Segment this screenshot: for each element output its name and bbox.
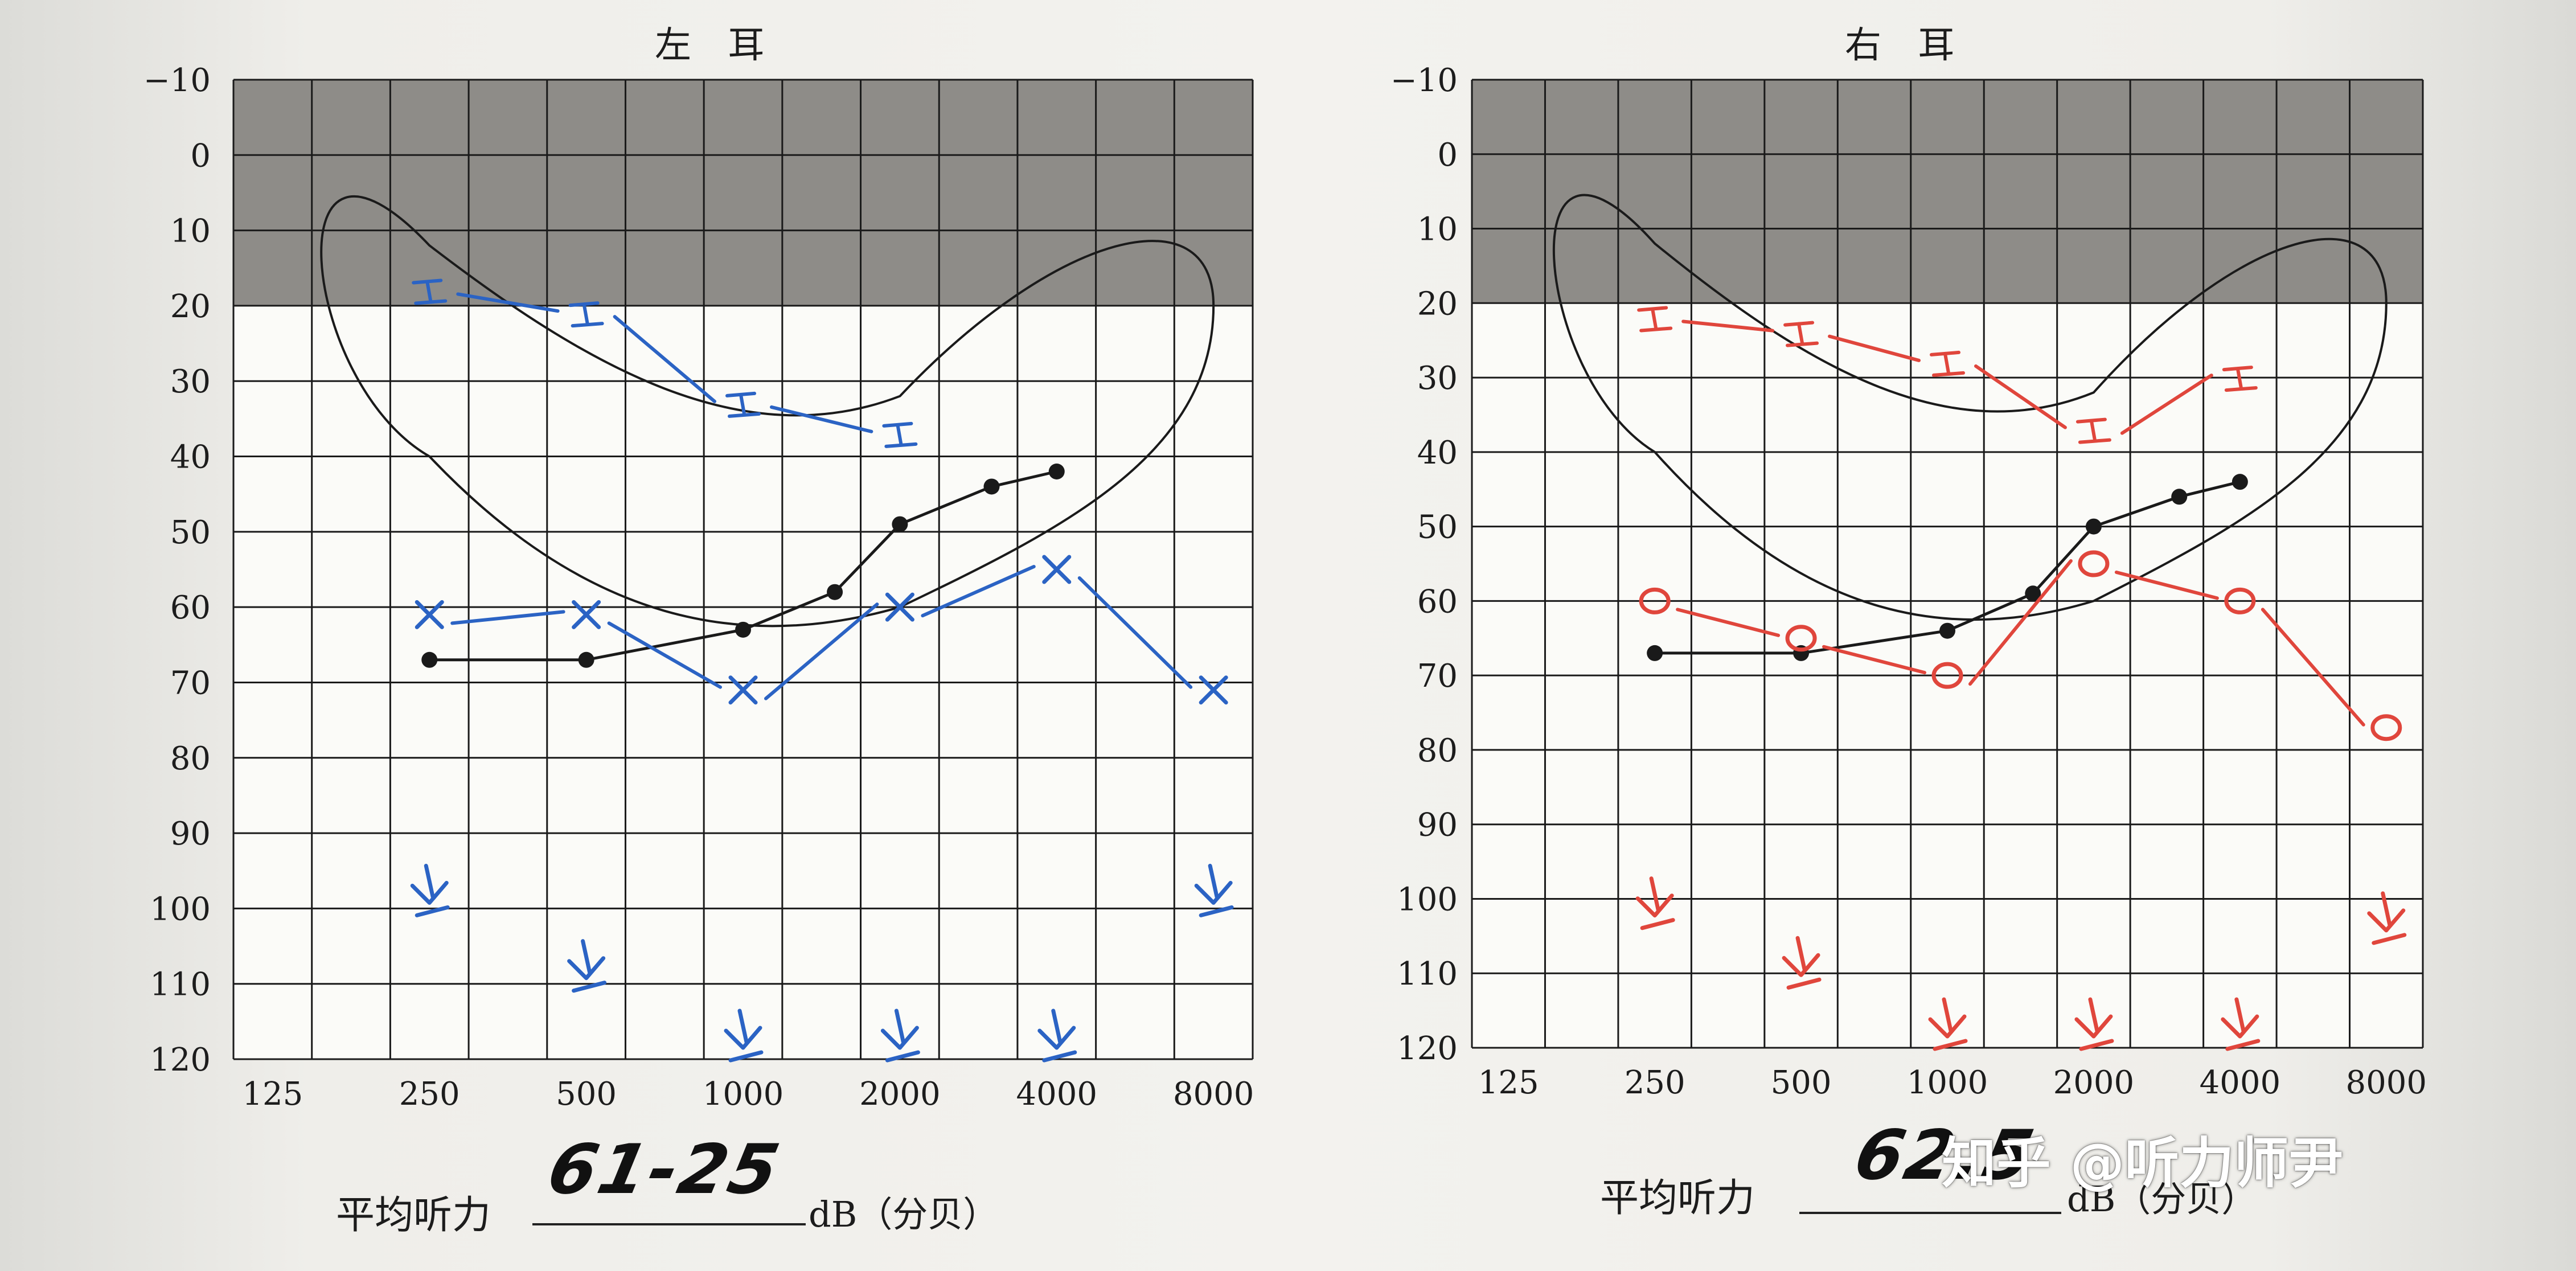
left-no-response-arrow	[1194, 863, 1234, 917]
left-dot-point	[892, 516, 908, 532]
left-dot-point	[735, 621, 751, 638]
left-bone-point	[882, 421, 918, 448]
left-y-tick-label: 110	[150, 966, 211, 1003]
left-no-response-arrow	[567, 939, 607, 993]
left-air-point	[1199, 675, 1228, 705]
left-x-tick-label: 8000	[1173, 1076, 1254, 1113]
left-no-response-arrow	[410, 863, 450, 917]
right-average-label: 平均听力	[1600, 1176, 1755, 1221]
left-air-link	[764, 602, 879, 700]
left-y-tick-label: 70	[170, 665, 211, 702]
left-x-tick-label: 2000	[859, 1076, 941, 1113]
left-bone-link	[456, 292, 560, 313]
left-ear-title: 左 耳	[655, 24, 777, 67]
left-speech-banana	[320, 195, 1215, 628]
left-air-point	[1042, 555, 1072, 584]
zhihu-watermark: 知乎 @听力师尹	[1942, 1131, 2344, 1195]
left-y-tick-label: 80	[170, 740, 211, 777]
left-x-tick-label: 500	[556, 1076, 617, 1113]
left-air-point	[885, 592, 914, 622]
left-y-tick-label: 40	[170, 439, 211, 476]
left-y-tick-label: −10	[143, 62, 211, 99]
left-normal-band	[233, 80, 1253, 306]
left-x-tick-label: 4000	[1016, 1076, 1098, 1113]
left-dot-point	[827, 584, 843, 600]
left-average-underline	[532, 1223, 806, 1225]
left-bone-point	[568, 301, 604, 328]
left-x-tick-label: 125	[242, 1076, 303, 1113]
left-bone-link	[613, 315, 716, 403]
left-dot-point	[421, 651, 438, 668]
left-average-label: 平均听力	[336, 1193, 491, 1238]
left-y-tick-label: 0	[190, 137, 211, 174]
left-average-value: 61-25	[541, 1130, 788, 1210]
left-y-tick-label: 20	[170, 288, 211, 325]
left-y-tick-label: 120	[150, 1042, 211, 1079]
left-no-response-arrow	[724, 1008, 764, 1063]
left-dot-point	[578, 651, 594, 668]
left-bone-point	[725, 391, 761, 418]
left-air-link	[450, 610, 565, 625]
left-y-tick-label: 60	[170, 589, 211, 626]
left-bone-point	[412, 278, 448, 305]
left-x-tick-label: 1000	[703, 1076, 784, 1113]
right-average-underline	[1799, 1212, 2061, 1214]
left-y-tick-label: 90	[170, 815, 211, 852]
left-y-tick-label: 50	[170, 514, 211, 551]
left-no-response-arrow	[1037, 1008, 1077, 1063]
left-y-tick-label: 10	[170, 213, 211, 250]
left-air-link	[921, 565, 1036, 618]
left-air-point	[728, 675, 758, 705]
left-air-point	[572, 600, 601, 629]
right-average-unit: dB（分贝）	[2067, 1178, 2257, 1220]
left-average-unit: dB（分贝）	[809, 1194, 999, 1235]
left-air-link	[607, 621, 722, 689]
left-y-tick-label: 30	[170, 363, 211, 400]
left-y-tick-label: 100	[150, 891, 211, 928]
left-air-point	[415, 600, 444, 629]
left-air-link	[1077, 576, 1193, 689]
right-ear-title: 右 耳	[1845, 24, 1967, 67]
left-dot-point	[1048, 464, 1065, 479]
left-bone-link	[770, 405, 873, 433]
left-dot-point	[983, 478, 1000, 495]
left-no-response-arrow	[880, 1008, 920, 1063]
left-x-tick-label: 250	[399, 1076, 460, 1113]
